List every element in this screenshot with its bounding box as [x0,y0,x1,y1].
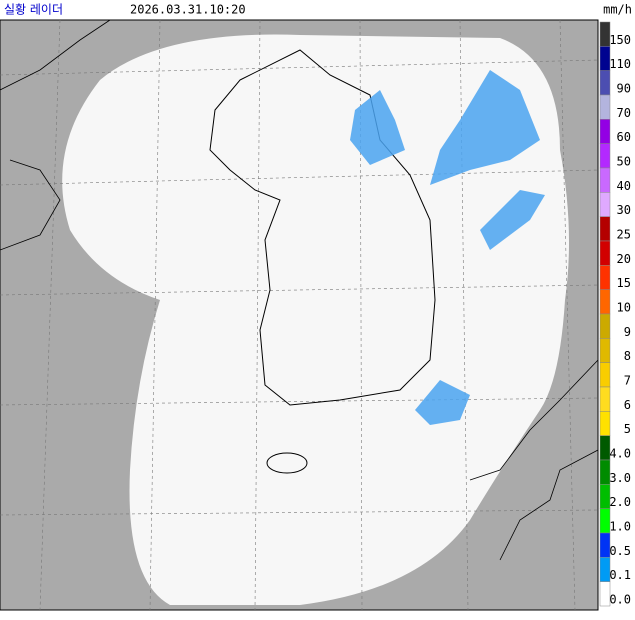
legend-label: 8 [624,349,631,363]
map [0,19,599,611]
legend-label: 50 [617,154,631,168]
japan-coast [469,359,599,561]
legend-label: 4.0 [609,446,631,460]
legend-label: 70 [617,106,631,120]
legend-swatch [599,581,611,607]
legend-label: 1.0 [609,519,631,533]
legend-swatch [599,411,611,436]
timestamp: 2026.03.31.10:20 [130,3,246,17]
rain-echo [480,190,545,250]
legend-swatch [599,265,611,290]
legend-label: 3.0 [609,471,631,485]
legend-label: 7 [624,373,631,387]
legend-swatch [599,313,611,339]
legend-swatch [599,70,611,96]
legend-label: 60 [617,130,631,144]
legend-label: 0.5 [609,544,631,558]
china-coast [0,19,111,251]
legend-label: 25 [617,227,631,241]
unit-label: mm/h [603,3,632,17]
rain-echo [430,70,540,185]
legend-label: 30 [617,203,631,217]
legend-label: 0.0 [609,592,631,606]
legend-label: 9 [624,325,631,339]
legend-swatch [599,289,611,315]
legend: 150 110 90 70 60 50 40 30 25 20 15 10 9 8 7 6 5 4.0 3.0 2.0… [599,21,631,607]
legend-swatch [599,192,611,217]
legend-swatch [599,240,611,266]
legend-swatch [599,338,611,363]
legend-label: 0.1 [609,568,631,582]
legend-label: 6 [624,398,631,412]
jeju-island [266,452,308,474]
legend-label: 2.0 [609,495,631,509]
legend-swatch [599,216,611,242]
legend-label: 5 [624,422,631,436]
legend-swatch [599,143,611,169]
legend-label: 40 [617,179,631,193]
legend-label: 10 [617,300,631,314]
rain-echo [415,380,470,425]
legend-label: 20 [617,252,631,266]
legend-swatch [599,362,611,388]
legend-label: 150 [609,33,631,47]
page-title: 실황 레이더 [4,3,63,17]
legend-label: 15 [617,276,631,290]
rain-echo [350,90,405,165]
legend-label: 110 [609,57,631,71]
legend-swatch [599,386,611,412]
legend-swatch [599,119,611,144]
legend-swatch [599,94,611,120]
legend-label: 90 [617,81,631,95]
legend-swatch [599,167,611,193]
